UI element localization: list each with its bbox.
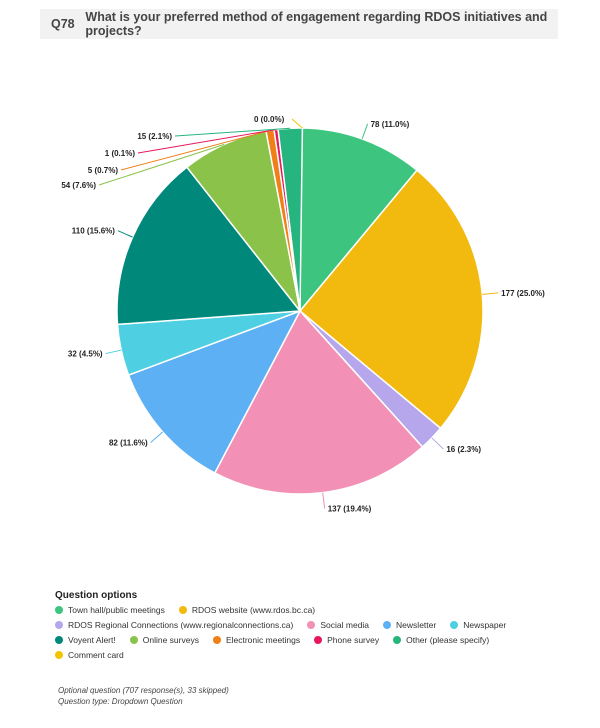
slice-label: 177 (25.0%) — [501, 289, 545, 298]
legend-label: RDOS website (www.rdos.bc.ca) — [191, 605, 316, 615]
legend-label: Newspaper — [463, 620, 507, 630]
legend-item: Phone survey — [314, 635, 379, 645]
legend-item: Newsletter — [383, 620, 436, 630]
question-header: Q78 What is your preferred method of eng… — [40, 9, 558, 39]
leader-line — [150, 431, 164, 443]
legend-swatch — [393, 636, 402, 644]
legend-item: Voyent Alert! — [55, 635, 116, 645]
question-text: What is your preferred method of engagem… — [85, 10, 548, 38]
legend-label: Town hall/public meetings — [68, 605, 165, 615]
leader-line — [137, 129, 277, 154]
pie-slice[interactable] — [116, 166, 302, 326]
legend-label: Voyent Alert! — [68, 635, 116, 645]
question-number: Q78 — [51, 17, 75, 31]
legend-label: Other (please specify) — [406, 635, 490, 645]
slice-label: 16 (2.3%) — [446, 445, 481, 454]
slice-label: 54 (7.6%) — [61, 181, 96, 190]
legend-swatch — [55, 636, 63, 644]
slice-label: 1 (0.1%) — [105, 149, 136, 158]
legend-swatch — [383, 621, 392, 629]
legend-swatch — [450, 621, 459, 629]
legend-swatch — [314, 636, 323, 644]
legend-swatch — [55, 606, 63, 614]
leader-line — [105, 349, 122, 355]
legend: Question options Town hall/public meetin… — [55, 590, 575, 665]
legend-swatch — [212, 636, 221, 644]
legend-swatch — [307, 621, 316, 629]
leader-line — [322, 492, 326, 509]
legend-item: Social media — [307, 620, 369, 630]
leader-line — [117, 230, 133, 238]
leader-line — [291, 118, 303, 129]
slice-label: 110 (15.6%) — [72, 227, 115, 236]
legend-label: Comment card — [68, 650, 124, 660]
slice-label: 5 (0.7%) — [88, 166, 119, 175]
legend-item: Comment card — [55, 650, 124, 660]
slice-label: 32 (4.5%) — [68, 350, 103, 359]
legend-item: RDOS website (www.rdos.bc.ca) — [178, 605, 316, 615]
legend-title: Question options — [55, 590, 138, 601]
slice-label: 15 (2.1%) — [137, 132, 172, 141]
slice-label: 137 (19.4%) — [328, 504, 372, 513]
leader-line — [174, 127, 291, 137]
leader-line — [431, 437, 444, 450]
slice-label: 0 (0.0%) — [254, 115, 285, 124]
legend-swatch — [55, 621, 63, 629]
leader-line — [361, 123, 369, 140]
pie-chart: 78 (11.0%) 177 (25.0%) 16 (2.3%) 137 (19.4%… — [61, 115, 545, 513]
legend-item: Online surveys — [129, 635, 199, 645]
slice-label: 82 (11.6%) — [109, 439, 148, 448]
legend-swatch — [55, 651, 63, 659]
legend-item: Town hall/public meetings — [55, 605, 165, 615]
legend-label: Phone survey — [327, 635, 380, 645]
legend-swatch — [178, 606, 187, 614]
leader-line — [120, 129, 271, 171]
legend-item: Newspaper — [450, 620, 506, 630]
question-type: Question type: Dropdown Question — [58, 697, 183, 706]
legend-item: Electronic meetings — [212, 635, 301, 645]
legend-swatch — [129, 636, 138, 644]
legend-item: Other (please specify) — [393, 635, 489, 645]
legend-label: Newsletter — [396, 620, 437, 630]
legend-label: RDOS Regional Connections (www.regionalc… — [68, 620, 294, 630]
leader-line — [482, 292, 499, 295]
legend-label: Electronic meetings — [225, 635, 301, 645]
legend-item: RDOS Regional Connections (www.regionalc… — [55, 620, 293, 630]
footer: Optional question (707 response(s), 33 s… — [58, 685, 229, 707]
legend-label: Online surveys — [142, 635, 199, 645]
leader-line — [98, 143, 225, 186]
pie-slice[interactable] — [213, 309, 424, 495]
legend-label: Social media — [320, 620, 370, 630]
slice-label: 78 (11.0%) — [371, 120, 410, 129]
legend-items: Town hall/public meetings RDOS website (w… — [55, 605, 575, 665]
response-count: Optional question (707 response(s), 33 s… — [58, 686, 229, 695]
